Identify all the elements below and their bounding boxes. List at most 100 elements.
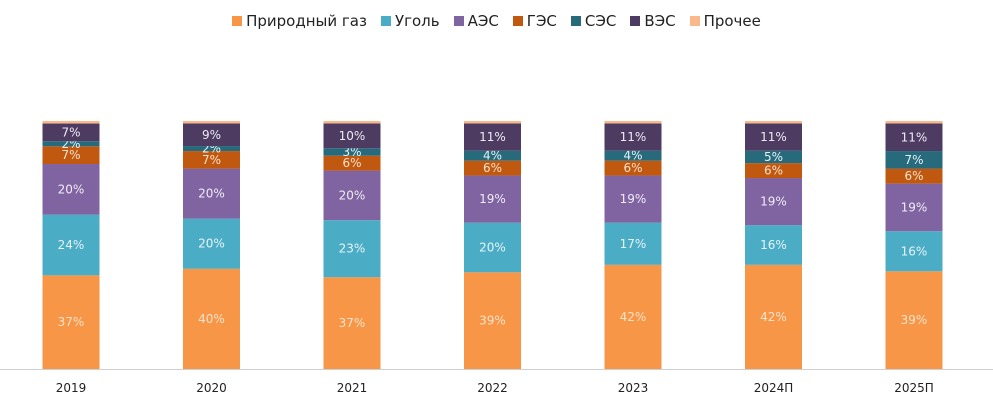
data-label: 5% xyxy=(764,150,783,164)
x-tick-label: 2025П xyxy=(894,381,934,395)
bar-segment xyxy=(183,268,240,369)
data-label: 6% xyxy=(764,164,783,178)
data-label: 6% xyxy=(623,161,642,175)
bar-segment xyxy=(885,121,943,124)
legend-swatch xyxy=(512,16,523,26)
bar-segment xyxy=(323,277,381,369)
data-label: 24% xyxy=(58,238,85,252)
legend-label: ГЭС xyxy=(526,12,557,30)
bar-segment xyxy=(323,123,381,149)
bar-segment xyxy=(464,222,521,273)
x-tick-label: 2024П xyxy=(754,381,794,395)
data-label: 37% xyxy=(339,316,366,330)
data-label: 42% xyxy=(620,310,647,324)
bar-segment xyxy=(885,168,943,184)
bar-segment xyxy=(323,148,381,156)
data-label: 20% xyxy=(58,182,85,196)
data-label: 11% xyxy=(479,130,506,144)
data-label: 4% xyxy=(623,149,642,163)
data-label: 17% xyxy=(620,237,647,251)
bar-segment xyxy=(885,271,943,369)
bar-segment xyxy=(464,272,521,369)
bar-stack-2024П: 42% 16% 19% 6%5% 11% xyxy=(745,121,802,369)
data-label: 39% xyxy=(479,314,506,328)
bar-segment xyxy=(42,146,100,165)
legend-label: Прочее xyxy=(703,12,761,30)
data-label: 7% xyxy=(61,125,80,139)
legend-swatch xyxy=(630,16,641,26)
bar-segment xyxy=(885,123,943,152)
data-label: 20% xyxy=(339,188,366,202)
data-label: 10% xyxy=(339,129,366,143)
bar-segment xyxy=(885,231,943,272)
bar-segment xyxy=(745,121,802,124)
bar-segment xyxy=(604,175,662,223)
data-label: 6% xyxy=(342,156,361,170)
data-label: 7% xyxy=(61,148,80,162)
bar-stack-2025П: 39% 16% 19% 6% 7% 11% xyxy=(885,121,943,369)
data-label: 7% xyxy=(904,153,923,167)
bar-segment xyxy=(745,163,802,179)
bar-stack-2022: 39% 20% 19% 6%4% 11% xyxy=(464,121,521,369)
data-label: 6% xyxy=(904,169,923,183)
data-label: 16% xyxy=(901,244,928,258)
data-label: 20% xyxy=(198,187,225,201)
bar-stack-2019: 37%24%20%7%2%7% xyxy=(42,121,100,369)
legend-item: Уголь xyxy=(380,12,440,30)
legend-item: ГЭС xyxy=(512,12,557,30)
bar-segment xyxy=(323,220,381,278)
data-label: 19% xyxy=(760,195,787,209)
legend-item: СЭС xyxy=(570,12,617,30)
bar-segment xyxy=(42,121,100,124)
bar-stack-2021: 37% 23% 20% 6%3% 10% xyxy=(323,121,381,369)
bar-segment xyxy=(323,170,381,221)
legend-swatch xyxy=(232,16,243,26)
data-label: 4% xyxy=(483,149,502,163)
x-tick-label: 2022 xyxy=(477,381,508,395)
bar-segment xyxy=(183,123,240,147)
data-label: 39% xyxy=(901,313,928,327)
bar-segment xyxy=(464,175,521,223)
data-label: 19% xyxy=(479,192,506,206)
bar-segment xyxy=(323,121,381,124)
legend-label: СЭС xyxy=(584,12,617,30)
bar-segment xyxy=(42,214,100,276)
bar-segment xyxy=(183,121,240,124)
bar-segment xyxy=(745,264,802,369)
bar-segment xyxy=(604,222,662,265)
legend-label: Природный газ xyxy=(246,12,367,30)
bar-segment xyxy=(885,183,943,232)
bar-segment xyxy=(604,264,662,369)
bar-segment xyxy=(183,218,240,269)
bar-segment xyxy=(42,275,100,369)
bar-stack-2023: 42% 17% 19% 6%4% 11% xyxy=(604,121,662,369)
data-label: 11% xyxy=(620,130,647,144)
bar-segment xyxy=(183,151,240,169)
bar-segment xyxy=(42,164,100,215)
legend-item: АЭС xyxy=(453,12,499,30)
legend-item: Прочее xyxy=(689,12,761,30)
bar-segment xyxy=(604,121,662,124)
data-label: 6% xyxy=(483,161,502,175)
bar-segment xyxy=(604,123,662,151)
data-label: 42% xyxy=(760,310,787,324)
x-tick-label: 2023 xyxy=(618,381,649,395)
data-label: 7% xyxy=(202,153,221,167)
bar-segment xyxy=(745,178,802,226)
bar-segment xyxy=(464,121,521,124)
bar-segment xyxy=(183,168,240,219)
bar-segment xyxy=(323,155,381,171)
x-tick-label: 2019 xyxy=(56,381,87,395)
bar-segment xyxy=(604,150,662,161)
legend-swatch xyxy=(453,16,464,26)
data-label: 23% xyxy=(339,242,366,256)
data-label: 20% xyxy=(198,237,225,251)
data-label: 3% xyxy=(342,145,361,159)
bar-segment xyxy=(885,151,943,169)
legend-swatch xyxy=(570,16,581,26)
data-label: 40% xyxy=(198,312,225,326)
bar-segment xyxy=(42,123,100,142)
chart-legend: Природный газ Уголь АЭС ГЭС СЭС ВЭС Прочее xyxy=(0,12,993,30)
legend-label: ВЭС xyxy=(644,12,676,30)
